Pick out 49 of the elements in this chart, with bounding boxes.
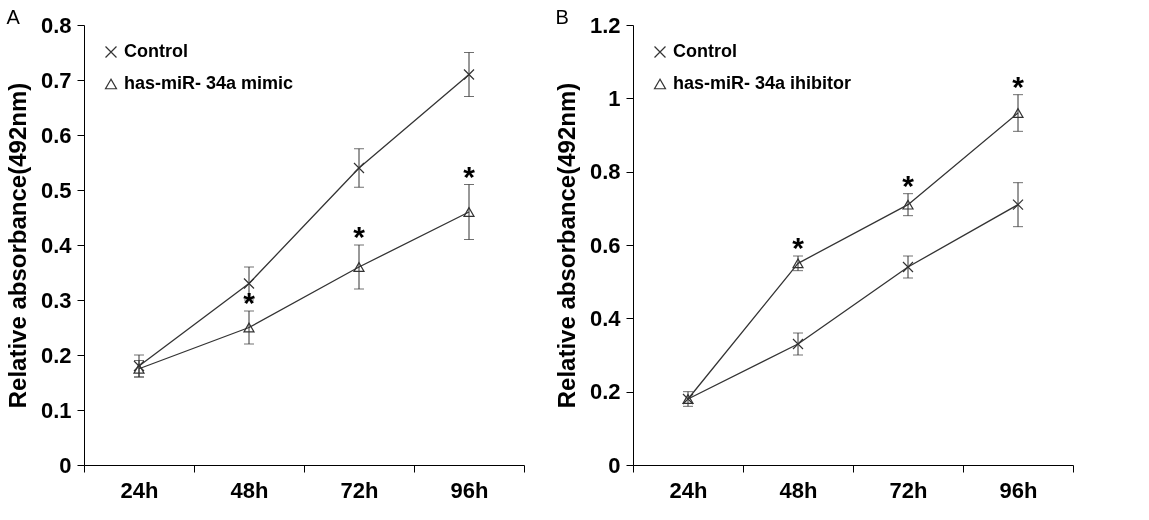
y-tick-label: 0.8 [40, 12, 72, 38]
y-tick-label: 0.6 [40, 122, 72, 148]
point [902, 261, 914, 273]
y-tick-label: 0.1 [40, 397, 72, 423]
annotation: * [902, 168, 915, 202]
y-tick-label: 0.5 [40, 177, 72, 203]
y-tick-label: 0.3 [40, 287, 72, 313]
annotation: * [353, 220, 366, 253]
y-tick-label: 0 [608, 452, 621, 478]
y-tick-label: 0.2 [589, 379, 621, 405]
x-tick-label: 96h [450, 477, 489, 503]
x-tick-label: 72h [340, 477, 379, 503]
legend-label: Control [673, 41, 737, 61]
legend-label: Control [124, 41, 188, 61]
annotation: * [792, 231, 805, 264]
point [243, 277, 255, 290]
x-tick-label: 48h [230, 477, 269, 503]
annotation: * [1012, 69, 1025, 103]
y-tick-label: 0.2 [40, 342, 72, 368]
x-tick-label: 96h [999, 477, 1038, 503]
point [463, 68, 475, 81]
y-tick-label: 0 [59, 452, 72, 478]
point [353, 162, 365, 174]
y-tick-label: 1 [608, 85, 621, 111]
x-tick-label: 48h [779, 477, 818, 503]
point [792, 338, 804, 350]
x-tick-label: 24h [669, 477, 708, 503]
point [902, 199, 914, 210]
y-tick-label: 0.4 [40, 232, 73, 258]
x-tick-label: 24h [120, 477, 159, 503]
y-axis-title: Relative absorbance(492nm) [552, 82, 580, 409]
annotation: * [243, 286, 256, 319]
y-tick-label: 0.6 [589, 232, 621, 258]
point [243, 322, 255, 333]
x-tick-label: 72h [889, 477, 928, 503]
annotation: * [463, 159, 476, 193]
legend-label: has-miR- 34a mimic [124, 73, 294, 93]
text: B [555, 6, 569, 28]
legend-label: has-miR- 34a ihibitor [673, 73, 852, 93]
point [1012, 108, 1024, 118]
y-tick-label: 0.7 [40, 67, 72, 93]
point [353, 262, 365, 272]
point [463, 207, 475, 217]
text: A [6, 6, 21, 28]
y-tick-label: 1.2 [589, 12, 621, 38]
y-tick-label: 0.4 [589, 305, 622, 331]
y-axis-title: Relative absorbance(492nm) [3, 82, 31, 409]
point [1012, 199, 1024, 211]
y-tick-label: 0.8 [589, 159, 621, 185]
